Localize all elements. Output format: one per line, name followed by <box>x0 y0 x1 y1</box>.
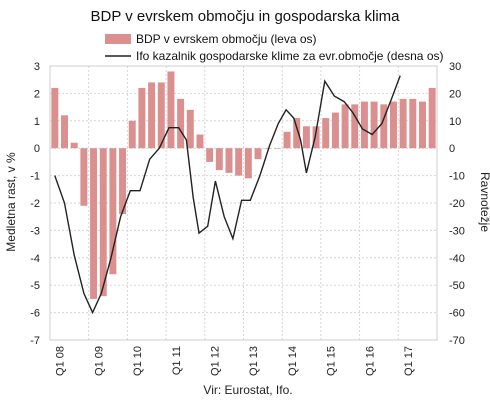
left-tick-label: 0 <box>34 143 40 155</box>
gdp-bar <box>399 98 407 149</box>
gdp-bar <box>341 104 349 149</box>
right-tick-label: -20 <box>449 198 465 210</box>
gdp-bar <box>186 109 194 149</box>
gdp-bar <box>206 148 214 162</box>
gdp-bar <box>148 82 156 149</box>
gdp-bar <box>428 87 436 149</box>
x-tick-label: Q1 11 <box>171 346 183 375</box>
gdp-bar <box>389 101 397 149</box>
left-tick-label: 1 <box>34 116 40 128</box>
gdp-bar <box>293 118 301 149</box>
legend-bar-swatch <box>105 34 131 44</box>
left-tick-label: -2 <box>30 198 40 210</box>
ifo-line <box>54 75 401 315</box>
gdp-bar <box>419 101 426 149</box>
left-tick-label: -7 <box>30 335 40 347</box>
gdp-bar <box>167 71 175 149</box>
gdp-bar <box>196 134 204 149</box>
right-axis-label: Ravnotežje <box>478 172 490 232</box>
gdp-bar <box>235 148 243 176</box>
right-tick-label: 20 <box>449 88 461 100</box>
gdp-bar <box>128 120 136 149</box>
gdp-bar <box>215 148 223 171</box>
gdp-bar <box>283 131 291 149</box>
right-tick-label: -70 <box>449 335 465 347</box>
right-tick-label: 30 <box>449 61 461 73</box>
gdp-bar <box>157 82 165 149</box>
left-axis-label: Medletna rast, v % <box>4 152 18 252</box>
x-tick-label: Q1 16 <box>364 346 376 376</box>
left-tick-label: -6 <box>30 308 40 320</box>
gdp-bar <box>380 104 388 149</box>
gdp-bar <box>360 101 368 149</box>
x-tick-label: Q1 08 <box>55 346 67 376</box>
gdp-bar <box>409 98 417 149</box>
left-tick-label: -3 <box>30 225 40 237</box>
gdp-bar <box>138 87 146 149</box>
left-tick-label: -5 <box>30 280 40 292</box>
gdp-bar <box>80 148 88 206</box>
gdp-bar <box>177 98 185 149</box>
right-tick-label: -40 <box>449 253 465 265</box>
gdp-bar <box>90 148 98 299</box>
gdp-bar <box>312 126 320 149</box>
gdp-bar <box>322 118 330 149</box>
x-tick-label: Q1 13 <box>248 346 260 376</box>
gdp-bar <box>109 148 117 275</box>
right-tick-label: -50 <box>449 280 465 292</box>
gdp-bar <box>99 148 107 297</box>
gdp-bar <box>331 112 339 149</box>
left-tick-label: 2 <box>34 88 40 100</box>
gdp-bar <box>119 148 127 214</box>
gdp-bar <box>254 148 262 160</box>
right-tick-label: -60 <box>449 308 465 320</box>
x-tick-label: Q1 09 <box>93 346 105 376</box>
left-tick-label: -1 <box>30 171 40 183</box>
x-tick-label: Q1 15 <box>326 346 338 376</box>
x-tick-label: Q1 14 <box>287 346 299 376</box>
gdp-bar <box>51 87 59 149</box>
left-tick-label: 3 <box>34 61 40 73</box>
x-tick-label: Q1 17 <box>403 346 415 376</box>
gdp-bar <box>264 148 272 149</box>
right-tick-label: -10 <box>449 171 465 183</box>
legend-bar-label: BDP v evrskem območju (leva os) <box>136 32 317 46</box>
gdp-bar <box>225 148 233 173</box>
x-tick-label: Q1 10 <box>132 346 144 376</box>
gdp-bar <box>351 104 359 149</box>
right-tick-label: -30 <box>449 225 465 237</box>
legend-line-label: Ifo kazalnik gospodarske klime za evr.ob… <box>136 49 443 63</box>
plot-area: 3210-1-2-3-4-5-6-73020100-10-20-30-40-50… <box>30 61 465 376</box>
gdp-bar <box>70 142 78 149</box>
gdp-bar <box>61 115 68 149</box>
left-tick-label: -4 <box>30 253 40 265</box>
gdp-bar <box>302 126 310 149</box>
chart-title: BDP v evrskem območju in gospodarska kli… <box>90 8 400 25</box>
gdp-bar <box>370 101 378 149</box>
right-tick-label: 0 <box>449 143 455 155</box>
gdp-bar <box>273 148 281 149</box>
plot-frame <box>49 65 438 341</box>
right-tick-label: 10 <box>449 116 461 128</box>
x-tick-label: Q1 12 <box>210 346 222 376</box>
source-note: Vir: Eurostat, Ifo. <box>203 383 292 397</box>
gdp-bar <box>244 148 252 179</box>
